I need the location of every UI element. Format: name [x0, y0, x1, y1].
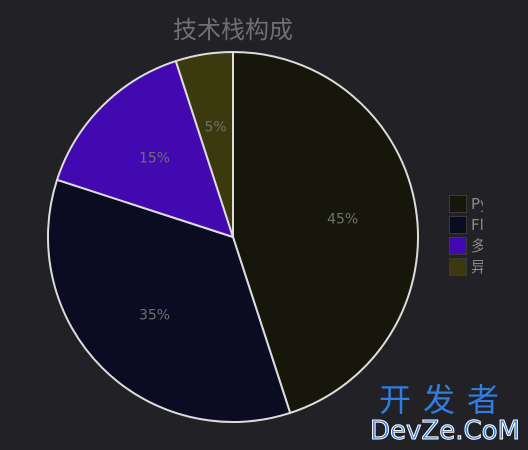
slice-value-label: 15%: [139, 151, 170, 167]
pie-slices: [47, 51, 419, 423]
watermark-chinese: 开发者: [379, 381, 512, 419]
legend-item: Py: [449, 193, 483, 214]
legend: Py Fl 多 异: [449, 193, 483, 277]
legend-swatch: [449, 215, 467, 234]
pie-slice: [232, 51, 419, 414]
watermark-domain: DevZe.CoM: [370, 416, 521, 446]
pie-slice: [56, 60, 234, 238]
slice-value-label: 35%: [139, 307, 170, 323]
legend-label: 异: [471, 258, 483, 276]
watermark: 开发者 DevZe.CoM: [370, 381, 521, 446]
legend-label: 多: [471, 237, 483, 255]
chart-title: 技术栈构成: [173, 16, 293, 44]
legend-swatch: [449, 194, 467, 213]
legend-item: Fl: [449, 214, 483, 235]
legend-label: Py: [471, 194, 483, 213]
slice-value-label: 45%: [327, 212, 358, 228]
legend-swatch: [449, 257, 467, 276]
legend-swatch: [449, 236, 467, 255]
pie-value-labels: 45% 35% 15% 5%: [139, 119, 358, 323]
legend-label: Fl: [471, 215, 483, 234]
pie-slice: [47, 178, 292, 423]
legend-item: 异: [449, 256, 483, 277]
legend-item: 多: [449, 235, 483, 256]
pie-slice: [174, 51, 234, 238]
slice-value-label: 5%: [205, 119, 227, 135]
